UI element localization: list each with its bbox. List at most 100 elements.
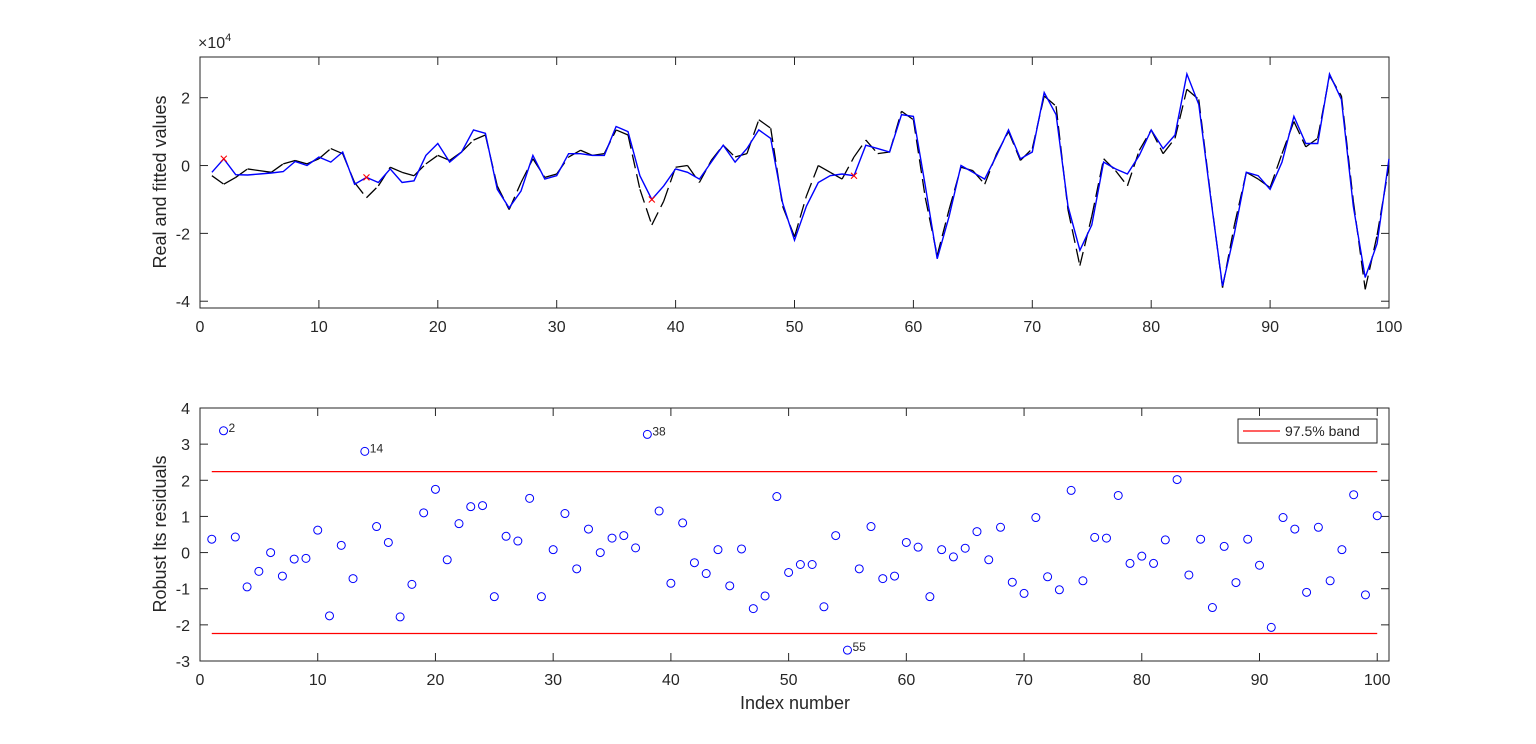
top-axes-frame xyxy=(199,56,1390,309)
x-tick-label: 10 xyxy=(309,672,327,689)
x-tick-label: 90 xyxy=(1261,319,1279,336)
residual-point xyxy=(890,571,900,581)
y-tick-label: 2 xyxy=(181,473,190,490)
residual-point xyxy=(478,501,488,511)
residual-point xyxy=(1090,532,1100,542)
top-y-axis-label: Real and fitted values xyxy=(150,95,170,268)
legend-label: 97.5% band xyxy=(1285,423,1360,439)
real-values-line xyxy=(211,71,1390,287)
residual-point xyxy=(266,548,276,558)
residual-point xyxy=(866,522,876,532)
residual-point xyxy=(984,555,994,565)
residual-point xyxy=(1231,578,1241,588)
residual-point xyxy=(831,531,841,541)
fitted-segment xyxy=(639,189,653,226)
residual-point xyxy=(1172,475,1182,485)
residual-point xyxy=(1054,585,1064,595)
fitted-segment xyxy=(758,119,772,129)
outlier-cross-marker xyxy=(648,196,656,203)
residual-point xyxy=(1137,551,1147,561)
x-tick-label: 80 xyxy=(1133,672,1151,689)
residual-point xyxy=(324,611,334,621)
bottom-ticks: 0 10 20 30 40 50 60 70 80 90 100 -3 -2 -1 0 1 2 3 4 xyxy=(176,401,1391,689)
residual-point xyxy=(654,506,664,516)
residual-point xyxy=(572,564,582,574)
residual-point xyxy=(996,522,1006,532)
fitted-segment xyxy=(413,163,427,177)
residual-point xyxy=(1349,490,1359,500)
residual-point xyxy=(360,446,370,456)
bottom-panel-residuals: 0 10 20 30 40 50 60 70 80 90 100 -3 -2 -1 0 1 2 3 4 2 14 38 5… xyxy=(150,401,1391,713)
y-tick-label: -3 xyxy=(176,654,190,671)
residual-point xyxy=(1113,490,1123,500)
residual-point xyxy=(737,544,747,554)
residual-point xyxy=(713,545,723,555)
residual-point xyxy=(1207,603,1217,613)
top-panel-real-fitted: 0 10 20 30 40 50 60 70 80 90 100 -4 -2 0 2 Real and fi… xyxy=(150,32,1402,336)
residual-point xyxy=(925,592,935,602)
residual-point xyxy=(1313,522,1323,532)
residual-point xyxy=(419,508,429,518)
residual-point xyxy=(1019,588,1029,598)
residual-point xyxy=(678,518,688,528)
residual-point xyxy=(795,559,805,569)
x-tick-label: 0 xyxy=(196,672,205,689)
residual-point xyxy=(313,525,323,535)
exponent-power: 4 xyxy=(225,32,231,44)
fitted-segment xyxy=(270,163,284,173)
residual-point xyxy=(1101,533,1111,543)
residual-point xyxy=(466,502,476,512)
residual-point xyxy=(937,545,947,555)
residual-point xyxy=(1196,534,1206,544)
residual-point xyxy=(878,574,888,584)
fitted-segment xyxy=(1126,150,1140,187)
fitted-segment xyxy=(1138,129,1152,151)
residual-point xyxy=(230,532,240,542)
fitted-segment xyxy=(283,159,296,165)
fitted-segment xyxy=(1079,216,1093,266)
y-tick-label: -2 xyxy=(176,618,190,635)
legend: 97.5% band xyxy=(1237,418,1378,444)
residual-point xyxy=(1007,577,1017,587)
fitted-segment xyxy=(1067,209,1081,266)
residual-point xyxy=(760,591,770,601)
residual-point xyxy=(289,554,299,564)
fitted-segment xyxy=(686,165,700,183)
residual-point xyxy=(1325,576,1335,586)
residual-point xyxy=(536,592,546,602)
residual-point xyxy=(913,542,923,552)
residual-point xyxy=(277,571,287,581)
fitted-segment xyxy=(544,173,557,179)
residual-point xyxy=(1219,541,1229,551)
residual-point xyxy=(525,493,535,503)
residual-point xyxy=(454,519,464,529)
outlier-index-label: 2 xyxy=(229,421,236,435)
y-tick-label: 1 xyxy=(181,509,190,526)
x-tick-label: 80 xyxy=(1142,319,1160,336)
residual-point xyxy=(1243,534,1253,544)
residual-point xyxy=(1266,622,1276,632)
x-tick-label: 10 xyxy=(310,319,328,336)
residual-point xyxy=(1278,513,1288,523)
residual-point xyxy=(442,555,452,565)
residual-point xyxy=(689,558,699,568)
fitted-segment xyxy=(1162,138,1176,155)
fitted-segment xyxy=(211,175,225,185)
fitted-segment xyxy=(425,154,439,165)
fitted-segment xyxy=(829,171,843,180)
outlier-cross-marker xyxy=(220,155,228,163)
x-tick-label: 20 xyxy=(429,319,447,336)
residual-point xyxy=(1149,558,1159,568)
residual-point xyxy=(701,569,711,579)
y-tick-label: -2 xyxy=(176,226,190,243)
fitted-segment xyxy=(817,164,831,173)
x-tick-label: 90 xyxy=(1251,672,1269,689)
outlier-index-label: 55 xyxy=(852,640,866,654)
residual-point xyxy=(725,581,735,591)
y-tick-label: 0 xyxy=(181,159,190,176)
top-y-exponent: ×104 xyxy=(198,32,231,52)
bottom-x-axis-label: Index number xyxy=(740,693,850,713)
fitted-segment xyxy=(235,168,248,178)
fitted-segment xyxy=(1103,158,1116,172)
